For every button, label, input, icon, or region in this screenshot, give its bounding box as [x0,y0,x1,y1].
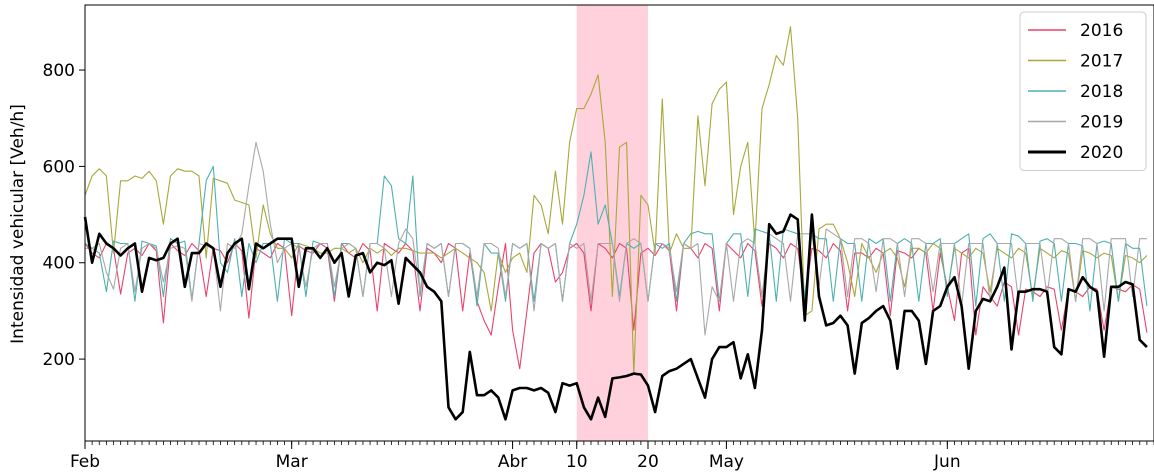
y-axis-title: Intensidad vehicular [Veh/h] [8,104,28,344]
x-tick-label: 10 [566,452,588,472]
legend-label-2019: 2019 [1080,113,1123,133]
legend-box [1019,11,1147,171]
series-layer [83,26,1148,421]
y-tick-label: 600 [43,157,75,177]
highlight-band [576,5,649,441]
legend-label-2018: 2018 [1080,82,1123,102]
x-axis: Feb Mar Abr 10 20 May Jun [70,441,1154,472]
x-tick-label: May [709,452,744,472]
series-line-2020 [83,213,1148,421]
series-line-2016 [84,242,1148,370]
legend: 2016 2017 2018 2019 2020 [1019,11,1147,171]
x-tick-label: Mar [276,452,308,472]
series-line-2017 [84,26,1148,375]
x-tick-label: Jun [933,452,961,472]
y-tick-label: 800 [43,61,75,81]
x-tick-label: Abr [498,452,527,472]
y-axis: 200 400 600 800 [43,61,85,370]
legend-label-2017: 2017 [1080,52,1123,72]
highlight-layer [576,5,649,441]
x-tick-label: 20 [637,452,659,472]
y-tick-label: 400 [43,254,75,274]
legend-label-2016: 2016 [1080,21,1123,41]
legend-label-2020: 2020 [1080,143,1123,163]
x-tick-label: Feb [70,452,100,472]
series-line-2019 [85,141,1147,336]
y-tick-label: 200 [43,350,75,370]
